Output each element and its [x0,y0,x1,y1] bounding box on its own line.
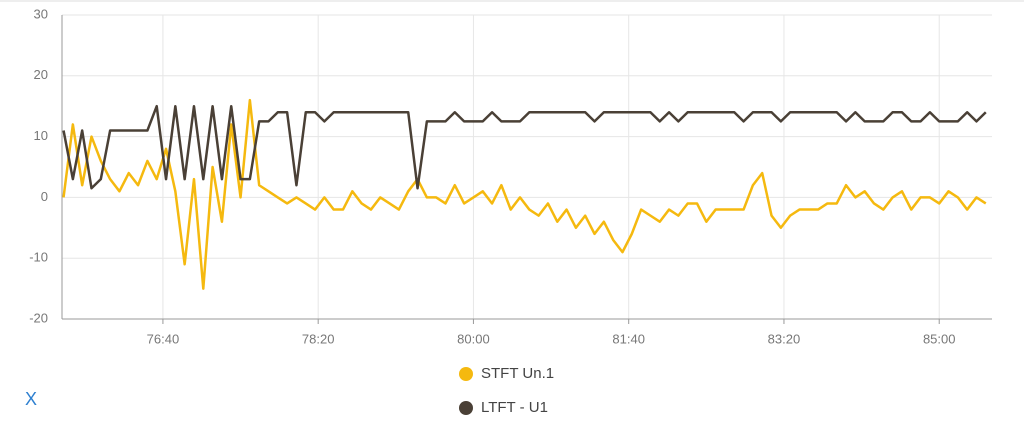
legend-marker [459,367,473,381]
legend-marker [459,401,473,415]
x-tick-label: 85:00 [923,331,956,346]
x-tick-label: 83:20 [768,331,801,346]
x-tick-label: 81:40 [612,331,645,346]
legend-label: LTFT - U1 [481,399,548,416]
series-line [62,104,987,190]
close-button[interactable]: X [25,389,37,409]
y-tick-label: 20 [34,67,48,82]
series-line [62,98,987,290]
y-tick-label: -10 [29,250,48,265]
legend-label: STFT Un.1 [481,365,554,382]
y-tick-label: 0 [41,189,48,204]
y-tick-label: 30 [34,6,48,21]
x-tick-label: 76:40 [147,331,180,346]
y-tick-label: -20 [29,310,48,325]
x-tick-label: 80:00 [457,331,490,346]
y-tick-label: 10 [34,128,48,143]
x-tick-label: 78:20 [302,331,335,346]
